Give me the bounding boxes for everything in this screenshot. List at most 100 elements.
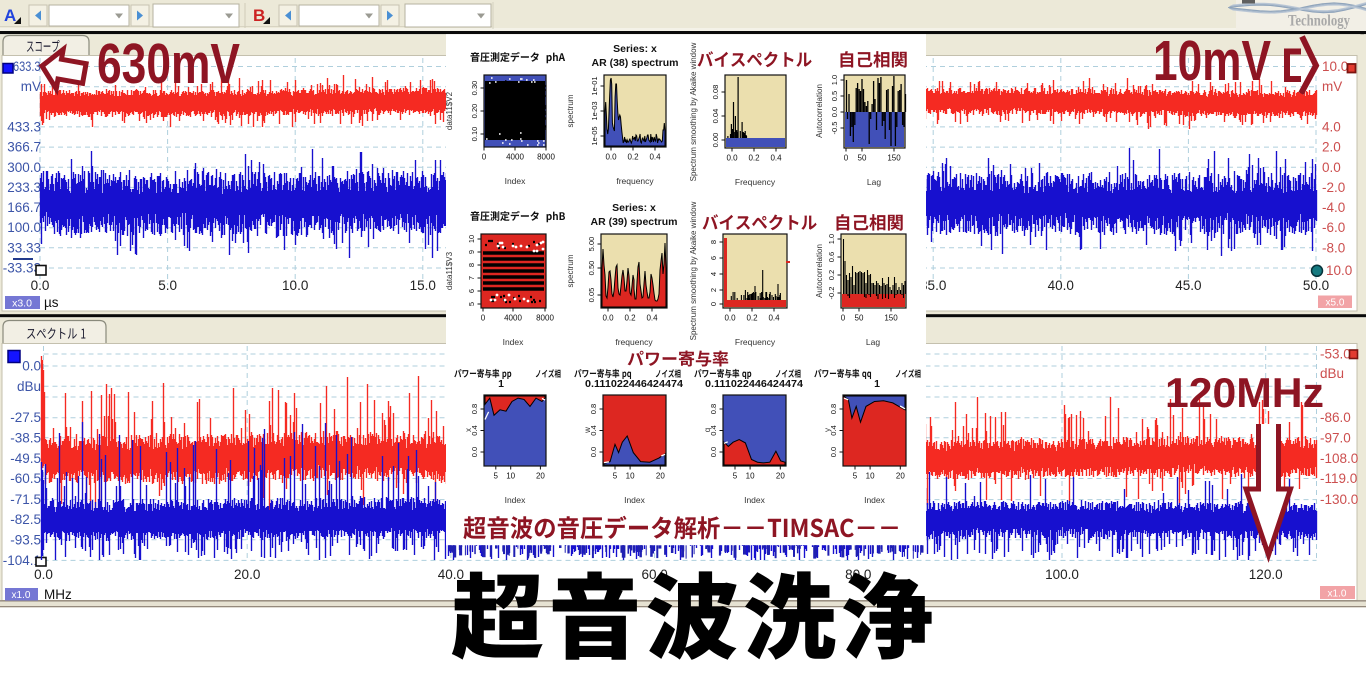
svg-text:A: A — [4, 6, 16, 25]
svg-text:x: x — [464, 428, 473, 432]
svg-text:1e-01: 1e-01 — [590, 76, 599, 95]
svg-text:0.0: 0.0 — [589, 447, 598, 457]
svg-text:Series: x: Series: x — [613, 43, 657, 55]
svg-text:-4.0: -4.0 — [1322, 200, 1345, 215]
svg-text:Index: Index — [505, 176, 527, 186]
svg-text:0.6: 0.6 — [827, 252, 836, 262]
svg-text:-108.0: -108.0 — [1320, 451, 1358, 466]
svg-text:433.3: 433.3 — [7, 119, 41, 134]
svg-text:150: 150 — [884, 314, 898, 323]
svg-text:1e-03: 1e-03 — [590, 101, 599, 120]
svg-text:366.7: 366.7 — [7, 140, 41, 155]
svg-text:-49.5: -49.5 — [10, 451, 41, 466]
svg-text:100.0: 100.0 — [7, 220, 41, 235]
svg-text:-60.5: -60.5 — [10, 471, 41, 486]
svg-text:0.0: 0.0 — [34, 567, 53, 582]
svg-text:0: 0 — [841, 314, 846, 323]
svg-text:8: 8 — [709, 240, 718, 244]
svg-text:120.0: 120.0 — [1249, 567, 1283, 582]
svg-text:Index: Index — [624, 495, 646, 505]
svg-text:6: 6 — [467, 289, 476, 293]
svg-text:0.0: 0.0 — [724, 314, 736, 323]
svg-text:0.0: 0.0 — [830, 107, 839, 117]
svg-text:-53.0: -53.0 — [1320, 347, 1351, 362]
svg-text:0: 0 — [709, 302, 718, 306]
svg-text:spectrum: spectrum — [566, 254, 575, 287]
svg-text:-27.5: -27.5 — [10, 410, 41, 425]
svg-text:0.4: 0.4 — [770, 154, 782, 163]
svg-text:-6.0: -6.0 — [1322, 220, 1345, 235]
svg-text:Frequency: Frequency — [735, 337, 776, 347]
svg-text:0.50: 0.50 — [587, 261, 596, 276]
svg-text:8: 8 — [467, 263, 476, 267]
svg-text:5: 5 — [853, 472, 858, 481]
svg-text:0.0: 0.0 — [1322, 160, 1341, 175]
svg-text:0: 0 — [481, 314, 486, 323]
svg-text:50: 50 — [855, 314, 864, 323]
svg-text:0.4: 0.4 — [589, 425, 598, 435]
svg-text:-33.33: -33.33 — [3, 261, 41, 276]
svg-text:0.2: 0.2 — [748, 154, 760, 163]
svg-text:-86.0: -86.0 — [1320, 410, 1351, 425]
svg-text:-0.2: -0.2 — [827, 287, 836, 300]
svg-text:4: 4 — [709, 272, 718, 276]
svg-text:0.4: 0.4 — [768, 314, 780, 323]
svg-text:x1.0: x1.0 — [1328, 589, 1347, 600]
svg-text:10.0: 10.0 — [282, 278, 308, 293]
svg-text:5: 5 — [494, 472, 499, 481]
svg-text:µs: µs — [44, 295, 59, 310]
svg-text:4000: 4000 — [504, 314, 522, 323]
svg-text:0.111022446424474: 0.111022446424474 — [585, 378, 683, 390]
svg-text:10mV: 10mV — [1153, 29, 1271, 93]
svg-text:-97.0: -97.0 — [1320, 430, 1351, 445]
svg-text:20: 20 — [536, 472, 545, 481]
svg-text:-104.1: -104.1 — [3, 553, 41, 568]
svg-text:0: 0 — [844, 154, 849, 163]
svg-text:Index: Index — [505, 495, 527, 505]
svg-text:-82.5: -82.5 — [10, 512, 41, 527]
svg-text:20.0: 20.0 — [234, 567, 260, 582]
svg-text:0.20: 0.20 — [470, 104, 479, 119]
svg-text:0.8: 0.8 — [829, 404, 838, 414]
svg-text:data11$V3: data11$V3 — [445, 251, 454, 290]
svg-text:0.111022446424474: 0.111022446424474 — [705, 378, 803, 390]
svg-text:5.0: 5.0 — [158, 278, 177, 293]
svg-text:0.0: 0.0 — [31, 278, 50, 293]
svg-text:10.0: 10.0 — [1326, 263, 1352, 278]
svg-text:Lag: Lag — [866, 337, 880, 347]
svg-text:mV: mV — [21, 79, 41, 94]
svg-text:0.8: 0.8 — [470, 404, 479, 414]
svg-text:10.0: 10.0 — [1322, 59, 1348, 74]
svg-text:0.0: 0.0 — [829, 447, 838, 457]
svg-text:0.8: 0.8 — [709, 404, 718, 414]
svg-text:300.0: 300.0 — [7, 160, 41, 175]
svg-text:150: 150 — [887, 154, 901, 163]
svg-text:0.04: 0.04 — [711, 109, 720, 124]
svg-text:Technology: Technology — [1288, 13, 1350, 30]
svg-text:0.05: 0.05 — [587, 288, 596, 303]
svg-text:q: q — [703, 428, 712, 432]
svg-text:Series: x: Series: x — [612, 202, 656, 214]
svg-text:Index: Index — [503, 337, 525, 347]
svg-text:0.10: 0.10 — [470, 127, 479, 142]
svg-text:y: y — [823, 428, 832, 432]
svg-text:8000: 8000 — [536, 314, 554, 323]
svg-text:0.4: 0.4 — [709, 425, 718, 435]
svg-text:1: 1 — [498, 378, 504, 390]
svg-text:15.0: 15.0 — [410, 278, 436, 293]
svg-text:4000: 4000 — [506, 153, 524, 162]
svg-text:100.0: 100.0 — [1045, 567, 1079, 582]
svg-text:0.2: 0.2 — [827, 270, 836, 280]
svg-text:633.3: 633.3 — [13, 59, 41, 74]
svg-text:frequency: frequency — [616, 176, 654, 186]
svg-text:20: 20 — [656, 472, 665, 481]
svg-text:2: 2 — [709, 288, 718, 292]
svg-text:Index: Index — [864, 495, 886, 505]
svg-text:AR (39) spectrum: AR (39) spectrum — [591, 216, 678, 228]
svg-text:x5.0: x5.0 — [1326, 298, 1345, 309]
svg-text:0.30: 0.30 — [470, 81, 479, 96]
svg-text:Index: Index — [744, 495, 766, 505]
svg-text:630mV: 630mV — [97, 32, 240, 96]
svg-text:33.33: 33.33 — [7, 240, 41, 255]
svg-text:0.08: 0.08 — [711, 85, 720, 100]
